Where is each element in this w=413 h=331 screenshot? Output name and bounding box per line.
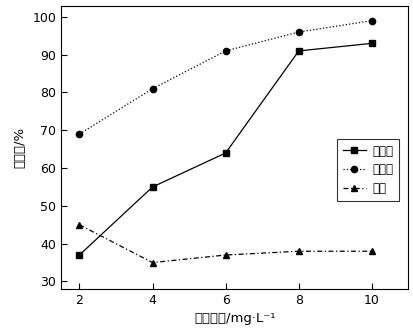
- Line: 赤铁矿: 赤铁矿: [76, 18, 374, 137]
- 赤铁矿: [77, 132, 82, 136]
- Legend: 磁铁矿, 赤铁矿, 石英: 磁铁矿, 赤铁矿, 石英: [336, 139, 398, 201]
- X-axis label: 淡粉用量/mg·L⁻¹: 淡粉用量/mg·L⁻¹: [194, 312, 275, 325]
- 石英: [77, 223, 82, 227]
- 赤铁矿: [296, 30, 301, 34]
- 赤铁矿: [368, 19, 373, 23]
- 磁铁矿: [368, 41, 373, 45]
- 磁铁矿: [150, 185, 154, 189]
- 磁铁矿: [296, 49, 301, 53]
- Y-axis label: 回收率/%: 回收率/%: [14, 127, 27, 168]
- 石英: [223, 253, 228, 257]
- Line: 石英: 石英: [76, 222, 374, 266]
- Line: 磁铁矿: 磁铁矿: [76, 40, 374, 258]
- 赤铁矿: [150, 87, 154, 91]
- 赤铁矿: [223, 49, 228, 53]
- 石英: [296, 249, 301, 253]
- 磁铁矿: [223, 151, 228, 155]
- 石英: [368, 249, 373, 253]
- 磁铁矿: [77, 253, 82, 257]
- 石英: [150, 260, 154, 264]
